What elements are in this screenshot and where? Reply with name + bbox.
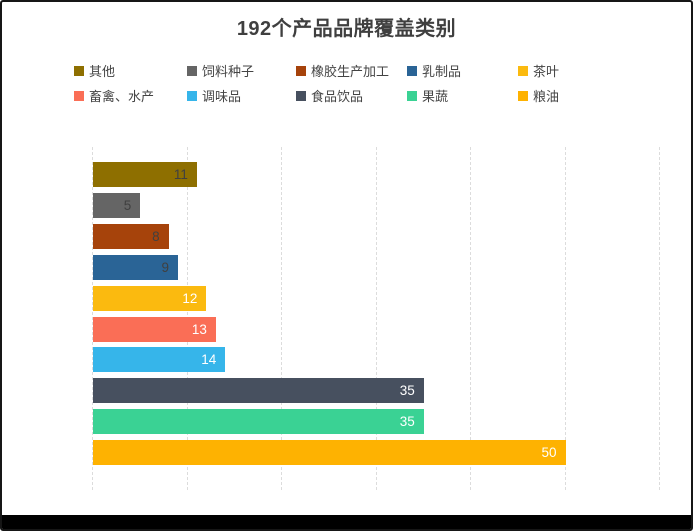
bar-value-label: 14 — [201, 352, 217, 368]
legend-label: 粮油 — [533, 89, 560, 104]
legend-swatch-icon — [74, 65, 84, 76]
legend-swatch-icon — [74, 90, 84, 101]
bar-畜禽、水产: 13 — [93, 316, 216, 342]
bar-value-label: 12 — [182, 290, 198, 306]
legend-label: 果蔬 — [422, 89, 449, 104]
legend-swatch-icon — [296, 65, 306, 76]
legend-item: 乳制品 — [407, 58, 518, 83]
bar-value-label: 35 — [399, 383, 415, 399]
legend-item: 粮油 — [518, 83, 681, 108]
legend-label: 橡胶生产加工 — [311, 64, 390, 79]
legend-label: 其他 — [89, 64, 116, 79]
bar-value-label: 9 — [161, 259, 170, 275]
legend-swatch-icon — [518, 65, 528, 76]
legend-swatch-icon — [407, 65, 417, 76]
bar-粮油: 50 — [93, 440, 566, 466]
bar-调味品: 14 — [93, 347, 226, 373]
chart-legend: 其他 饲料种子 橡胶生产加工 乳制品 茶叶畜禽、水产 调味品 食品饮品 果蔬 粮油 — [74, 58, 681, 108]
bar-value-label: 5 — [123, 197, 132, 213]
legend-swatch-icon — [296, 90, 306, 101]
legend-item: 其他 — [74, 58, 187, 83]
bar-value-label: 8 — [152, 228, 160, 244]
legend-label: 畜禽、水产 — [89, 89, 155, 104]
bar-食品饮品: 35 — [93, 378, 424, 404]
chart-title: 192个产品品牌覆盖类别 — [236, 18, 457, 40]
bar-乳制品: 9 — [93, 254, 179, 280]
gridline — [659, 147, 660, 490]
gridline — [92, 147, 93, 490]
bar-茶叶: 12 — [93, 285, 207, 311]
legend-label: 饲料种子 — [202, 64, 255, 79]
legend-item: 饲料种子 — [187, 58, 296, 83]
gridline — [281, 147, 282, 490]
legend-item: 果蔬 — [407, 83, 518, 108]
bar-value-label: 11 — [173, 167, 188, 182]
legend-swatch-icon — [518, 90, 528, 101]
bar-橡胶生产加工: 8 — [93, 223, 169, 249]
legend-item: 茶叶 — [518, 58, 681, 83]
legend-swatch-icon — [187, 65, 197, 76]
legend-item: 橡胶生产加工 — [296, 58, 407, 83]
bar-value-label: 13 — [191, 321, 207, 337]
legend-label: 调味品 — [202, 89, 242, 104]
bar-value-label: 35 — [399, 414, 415, 430]
legend-item: 调味品 — [187, 83, 296, 108]
gridline — [564, 147, 566, 490]
gridline — [470, 147, 471, 490]
plot-area: 11 5 8 9 12 13 14 35 35 50 — [92, 147, 660, 490]
legend-label: 乳制品 — [422, 64, 462, 79]
legend-label: 食品饮品 — [311, 89, 364, 104]
bar-饲料种子: 5 — [93, 192, 141, 218]
bar-其他: 11 — [93, 162, 197, 187]
legend-swatch-icon — [407, 90, 417, 101]
legend-item: 食品饮品 — [296, 83, 407, 108]
bar-果蔬: 35 — [93, 409, 424, 435]
legend-swatch-icon — [187, 90, 197, 101]
legend-item: 畜禽、水产 — [74, 83, 187, 108]
gridline — [375, 147, 377, 490]
bar-value-label: 50 — [541, 445, 557, 461]
legend-label: 茶叶 — [533, 64, 560, 79]
bottom-border-bar — [2, 515, 691, 529]
